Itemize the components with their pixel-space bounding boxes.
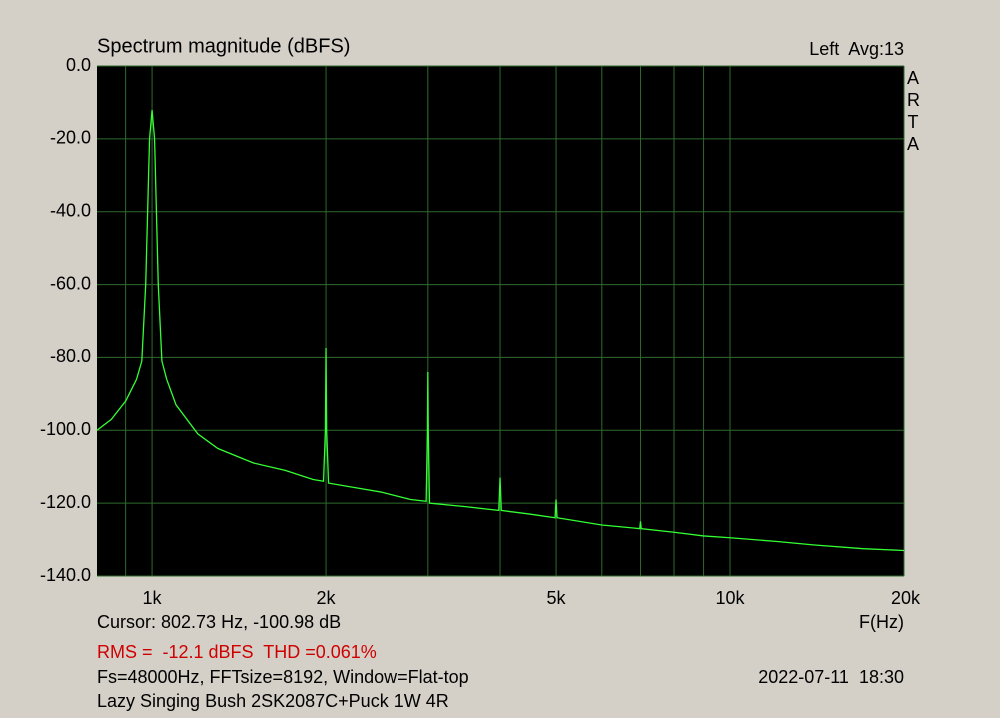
device-text: Lazy Singing Bush 2SK2087C+Puck 1W 4R [97,691,449,711]
x-tick-label: 10k [716,588,746,608]
settings-text: Fs=48000Hz, FFTsize=8192, Window=Flat-to… [97,667,469,687]
y-tick-label: -60.0 [50,273,91,293]
lines [96,110,905,552]
grid [97,65,905,577]
cursor-text: Cursor: 802.73 Hz, -100.98 dB [97,612,341,632]
x-tick-label: 5k [547,588,567,608]
y-tick-label: -120.0 [40,492,91,512]
y-tick-label: 0.0 [66,55,91,75]
chart-title: Spectrum magnitude (dBFS) [97,35,350,57]
y-tick-label: -100.0 [40,419,91,439]
y-tick-label: -80.0 [50,346,91,366]
spectrum-line [96,110,905,552]
y-tick-label: -20.0 [50,128,91,148]
x-axis-label: F(Hz) [859,612,904,632]
brand: ARTA [907,68,920,154]
measurement-text: RMS = -12.1 dBFS THD =0.061% [97,642,377,662]
y-tick-label: -40.0 [50,200,91,220]
x-tick-label: 1k [143,588,163,608]
x-tick-label: 2k [317,588,337,608]
y-tick-label: -140.0 [40,565,91,585]
channel-label: Left Avg:13 [809,39,904,59]
x-tick-label: 20k [891,588,921,608]
timestamp: 2022-07-11 18:30 [758,667,904,687]
